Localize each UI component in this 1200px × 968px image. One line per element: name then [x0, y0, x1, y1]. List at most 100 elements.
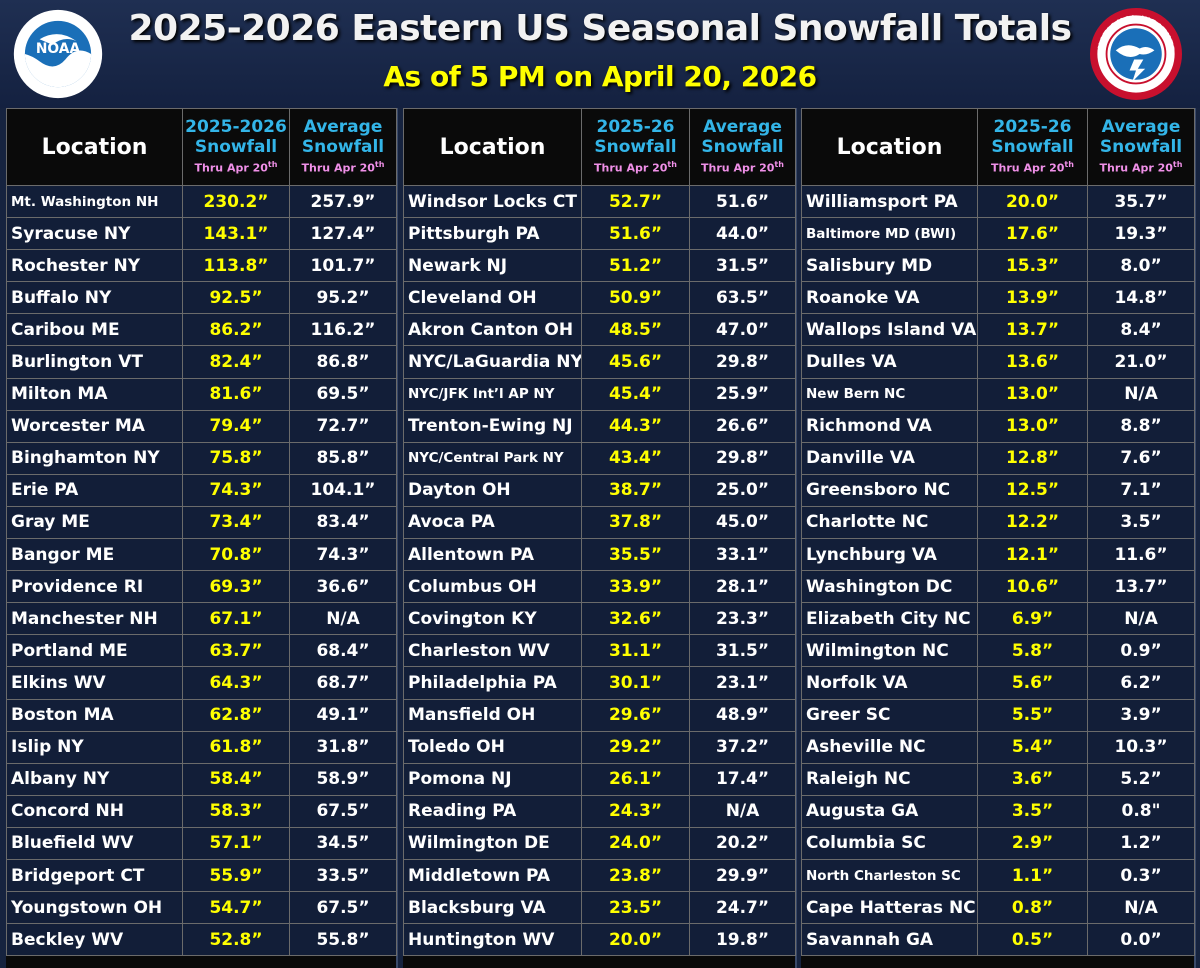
average-snowfall-cell: 23.3”: [689, 602, 796, 636]
location-cell: Greer SC: [801, 698, 978, 732]
current-snowfall-cell: 5.8”: [977, 634, 1088, 668]
location-cell: Pittsburgh PA: [403, 217, 582, 251]
average-snowfall-cell: 19.3”: [1087, 217, 1195, 251]
average-snowfall-cell: 28.1”: [689, 570, 796, 604]
location-cell: Syracuse NY: [6, 217, 183, 251]
location-cell: NYC/Central Park NY: [403, 441, 582, 475]
average-snowfall-cell: N/A: [1087, 377, 1195, 411]
current-snowfall-cell: 81.6”: [182, 377, 290, 411]
average-snowfall-cell: 0.3”: [1087, 858, 1195, 893]
current-snowfall-cell: 12.2”: [977, 505, 1088, 540]
location-cell: Trenton-Ewing NJ: [403, 409, 582, 443]
location-cell: Richmond VA: [801, 409, 978, 443]
current-snowfall-cell: 6.9”: [977, 602, 1088, 636]
location-cell: Wilmington NC: [801, 634, 978, 668]
table-row: Philadelphia PA 30.1” 23.1”: [403, 666, 796, 700]
average-snowfall-cell: 8.0”: [1087, 249, 1195, 283]
table-row: Erie PA 74.3” 104.1”: [6, 473, 397, 507]
table-row: Akron Canton OH 48.5” 47.0”: [403, 313, 796, 347]
table-row: Toledo OH 29.2” 37.2”: [403, 730, 796, 764]
table-row: Worcester MA 79.4” 72.7”: [6, 409, 397, 443]
current-snowfall-cell: 230.2”: [182, 184, 290, 219]
location-cell: Wilmington DE: [403, 826, 582, 860]
location-cell: Toledo OH: [403, 730, 582, 764]
average-snowfall-cell: 7.6”: [1087, 441, 1195, 475]
current-snowfall-cell: 51.2”: [581, 249, 690, 283]
table-row: Newark NJ 51.2” 31.5”: [403, 249, 796, 283]
average-snowfall-cell: 7.1”: [1087, 473, 1195, 507]
location-header: Location: [403, 108, 582, 186]
average-snowfall-cell: N/A: [689, 794, 796, 828]
location-cell: Caribou ME: [6, 313, 183, 347]
average-snowfall-cell: 45.0”: [689, 505, 796, 540]
location-cell: Buffalo NY: [6, 281, 183, 315]
current-snowfall-cell: 54.7”: [182, 891, 290, 925]
current-snowfall-cell: 79.4”: [182, 409, 290, 443]
average-snowfall-cell: 17.4”: [689, 762, 796, 796]
location-cell: Elizabeth City NC: [801, 602, 978, 636]
current-snowfall-cell: 82.4”: [182, 345, 290, 379]
current-snowfall-cell: 2.9”: [977, 826, 1088, 860]
current-snowfall-cell: 38.7”: [581, 473, 690, 507]
table-row: Reading PA 24.3” N/A: [403, 794, 796, 828]
average-snowfall-cell: 47.0”: [689, 313, 796, 347]
average-snowfall-header: Average Snowfall Thru Apr 20th: [689, 108, 796, 186]
average-snowfall-cell: 3.5”: [1087, 505, 1195, 540]
table-row: Columbus OH 33.9” 28.1”: [403, 570, 796, 604]
location-cell: Norfolk VA: [801, 666, 978, 700]
location-cell: Columbia SC: [801, 826, 978, 860]
location-cell: Charlotte NC: [801, 505, 978, 540]
average-snowfall-cell: 29.8”: [689, 345, 796, 379]
location-cell: Portland ME: [6, 634, 183, 668]
average-snowfall-cell: 0.0”: [1087, 923, 1195, 957]
current-snowfall-cell: 26.1”: [581, 762, 690, 796]
location-header: Location: [801, 108, 978, 186]
current-snowfall-cell: 44.3”: [581, 409, 690, 443]
location-cell: Baltimore MD (BWI): [801, 217, 978, 251]
nws-logo: NATIONAL WEATHER SERVICE: [1090, 8, 1182, 100]
table-row: Providence RI 69.3” 36.6”: [6, 570, 397, 604]
location-cell: Mt. Washington NH: [6, 184, 183, 219]
current-snowfall-cell: 63.7”: [182, 634, 290, 668]
average-snowfall-cell: 31.8”: [289, 730, 397, 764]
table-row: NYC/Central Park NY 43.4” 29.8”: [403, 441, 796, 475]
location-cell: Greensboro NC: [801, 473, 978, 507]
table-row: Boston MA 62.8” 49.1”: [6, 698, 397, 732]
average-snowfall-cell: 8.4”: [1087, 313, 1195, 347]
location-cell: Lynchburg VA: [801, 538, 978, 572]
location-cell: Burlington VT: [6, 345, 183, 379]
location-cell: NYC/JFK Int’l AP NY: [403, 377, 582, 411]
current-snowfall-cell: 10.6”: [977, 570, 1088, 604]
current-snowfall-cell: 1.1”: [977, 858, 1088, 893]
location-cell: Philadelphia PA: [403, 666, 582, 700]
table-row: Norfolk VA 5.6” 6.2”: [801, 666, 1195, 700]
header-banner: NOAA 2025-2026 Eastern US Seasonal Snowf…: [0, 0, 1200, 108]
location-cell: Charleston WV: [403, 634, 582, 668]
average-header-label: Average: [703, 117, 782, 138]
table-row: Wilmington DE 24.0” 20.2”: [403, 826, 796, 860]
current-snowfall-cell: 61.8”: [182, 730, 290, 764]
location-cell: Covington KY: [403, 602, 582, 636]
table-header-row: Location 2025-26 Snowfall Thru Apr 20th …: [801, 108, 1195, 186]
current-snowfall-cell: 92.5”: [182, 281, 290, 315]
location-cell: Savannah GA: [801, 923, 978, 957]
current-snowfall-cell: 113.8”: [182, 249, 290, 283]
current-header-label: Snowfall: [594, 136, 677, 157]
location-cell: NYC/LaGuardia NY: [403, 345, 582, 379]
table-row: Manchester NH 67.1” N/A: [6, 602, 397, 636]
current-snowfall-cell: 32.6”: [581, 602, 690, 636]
current-snowfall-cell: 13.6”: [977, 345, 1088, 379]
average-snowfall-cell: 26.6”: [689, 409, 796, 443]
average-snowfall-cell: 23.1”: [689, 666, 796, 700]
location-cell: Blacksburg VA: [403, 891, 582, 925]
table-row: Columbia SC 2.9” 1.2”: [801, 826, 1195, 860]
table-row: Windsor Locks CT 52.7” 51.6”: [403, 184, 796, 219]
table-row: Danville VA 12.8” 7.6”: [801, 441, 1195, 475]
current-header-label: Snowfall: [991, 136, 1074, 157]
current-snowfall-cell: 58.4”: [182, 762, 290, 796]
table-row: Dulles VA 13.6” 21.0”: [801, 345, 1195, 379]
current-snowfall-cell: 57.1”: [182, 826, 290, 860]
current-snowfall-cell: 15.3”: [977, 249, 1088, 283]
location-cell: Binghamton NY: [6, 441, 183, 475]
table-row: Cape Hatteras NC 0.8” N/A: [801, 891, 1195, 925]
